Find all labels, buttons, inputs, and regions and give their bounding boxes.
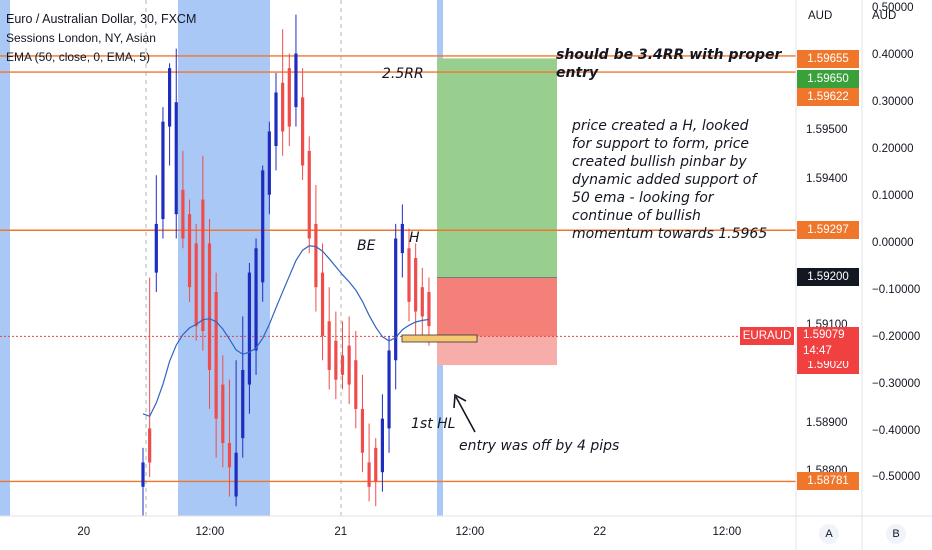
candle-body: [194, 243, 198, 327]
percent-tick: 0.10000: [872, 190, 914, 203]
candle-body: [314, 223, 318, 288]
percent-tick: 0.40000: [872, 49, 914, 62]
candle-body: [241, 369, 245, 439]
candle-body: [327, 321, 331, 370]
price-label: 1.59650: [797, 70, 859, 88]
candle-body: [294, 53, 298, 108]
candle-body: [427, 292, 431, 327]
candle-body: [168, 68, 172, 127]
candle-body: [320, 272, 325, 336]
candle-body: [281, 82, 285, 132]
percent-tick: −0.20000: [872, 330, 921, 343]
be-label: BE: [357, 238, 376, 254]
candle-body: [400, 223, 404, 254]
candle-body: [287, 68, 291, 127]
candle-body: [267, 131, 271, 195]
candle-body: [274, 92, 278, 147]
price-label: 1.59297: [797, 221, 859, 240]
candle-body: [187, 214, 192, 288]
price-label: 1.59655: [797, 50, 859, 68]
percent-tick: −0.10000: [872, 283, 921, 296]
percent-tick: 0.20000: [872, 143, 914, 156]
candle-body: [394, 238, 398, 361]
candle-body: [354, 360, 358, 409]
right-axis-unit: AUD: [872, 10, 897, 22]
time-tick: 21: [334, 526, 348, 538]
price-label: 1.59622: [797, 88, 859, 106]
arrow-shaft: [455, 396, 476, 433]
percent-tick: −0.40000: [872, 424, 921, 437]
time-tick: 22: [593, 526, 607, 538]
candle-body: [387, 350, 391, 429]
b-scale-button[interactable]: B: [886, 524, 906, 544]
candle-body: [367, 462, 371, 487]
candle-body: [207, 243, 212, 370]
entry-off-note: entry was off by 4 pips: [459, 438, 620, 454]
analysis-note: price created a H, looked for support to…: [572, 118, 768, 242]
candle-body: [254, 248, 258, 351]
price-label: 1.59200: [797, 268, 859, 287]
price-tick: 1.59500: [806, 124, 848, 137]
time-tick: 20: [77, 526, 91, 538]
candle-body: [234, 452, 238, 497]
symbol-title[interactable]: Euro / Australian Dollar, 30, FXCM: [6, 12, 197, 26]
candle-body: [334, 340, 338, 380]
price-tick: 1.59400: [806, 173, 848, 186]
candle-body: [221, 384, 225, 443]
chart-legend: Euro / Australian Dollar, 30, FXCM Sessi…: [6, 10, 196, 67]
higher-low-label: 1st HL: [411, 416, 456, 432]
bar-countdown: 14:47: [803, 345, 832, 358]
current-price-value: 1.59079: [803, 329, 845, 342]
session-band: [0, 0, 10, 516]
candle-body: [301, 97, 305, 166]
candle-body: [340, 355, 345, 375]
candle-body: [407, 248, 411, 302]
arrow-head: [453, 393, 467, 409]
sessions-indicator[interactable]: Sessions London, NY, Asian: [6, 31, 156, 45]
candle-body: [201, 199, 205, 332]
candle-body: [414, 258, 418, 312]
time-tick: 12:00: [712, 526, 742, 538]
percent-tick: 0.30000: [872, 96, 914, 109]
candle-body: [141, 462, 145, 487]
candle-body: [154, 223, 158, 273]
target-zone: [437, 58, 557, 278]
current-price-label: 1.59079 14:47: [797, 327, 859, 362]
candle-body: [247, 272, 251, 385]
ema-indicator[interactable]: EMA (50, close, 0, EMA, 5): [6, 50, 151, 64]
auto-scale-button[interactable]: A: [819, 524, 839, 544]
current-price-block: EURAUD 1.59079 14:47: [740, 327, 859, 363]
percent-tick: −0.30000: [872, 377, 921, 390]
candle-body: [420, 287, 424, 317]
price-tick: 1.58900: [806, 416, 848, 429]
stop-zone: [437, 277, 557, 337]
percent-tick: 0.00000: [872, 236, 914, 249]
candle-body: [148, 428, 152, 463]
candle-body: [360, 408, 365, 453]
percent-tick: −0.50000: [872, 471, 921, 484]
candle-body: [374, 447, 378, 482]
candle-body: [261, 170, 265, 283]
candle-body: [161, 121, 165, 220]
current-symbol-label: EURAUD: [740, 327, 794, 346]
time-tick: 12:00: [195, 526, 225, 538]
candle-body: [174, 102, 178, 215]
should-be-note: should be 3.4RR with proper entry: [556, 47, 782, 81]
percent-tick: 0.50000: [872, 2, 914, 15]
candle-body: [214, 292, 218, 419]
candle-body: [347, 345, 351, 385]
price-label: 1.58781: [797, 472, 859, 491]
entry-marker: [401, 334, 478, 343]
left-axis-unit: AUD: [808, 10, 833, 22]
rr-label: 2.5RR: [382, 66, 424, 82]
ema-line: [142, 245, 430, 418]
candle-body: [380, 418, 384, 473]
candle-body: [307, 150, 311, 239]
candle-body: [227, 442, 232, 468]
candle-body: [181, 189, 185, 239]
high-label: H: [409, 230, 420, 246]
time-tick: 12:00: [455, 526, 485, 538]
